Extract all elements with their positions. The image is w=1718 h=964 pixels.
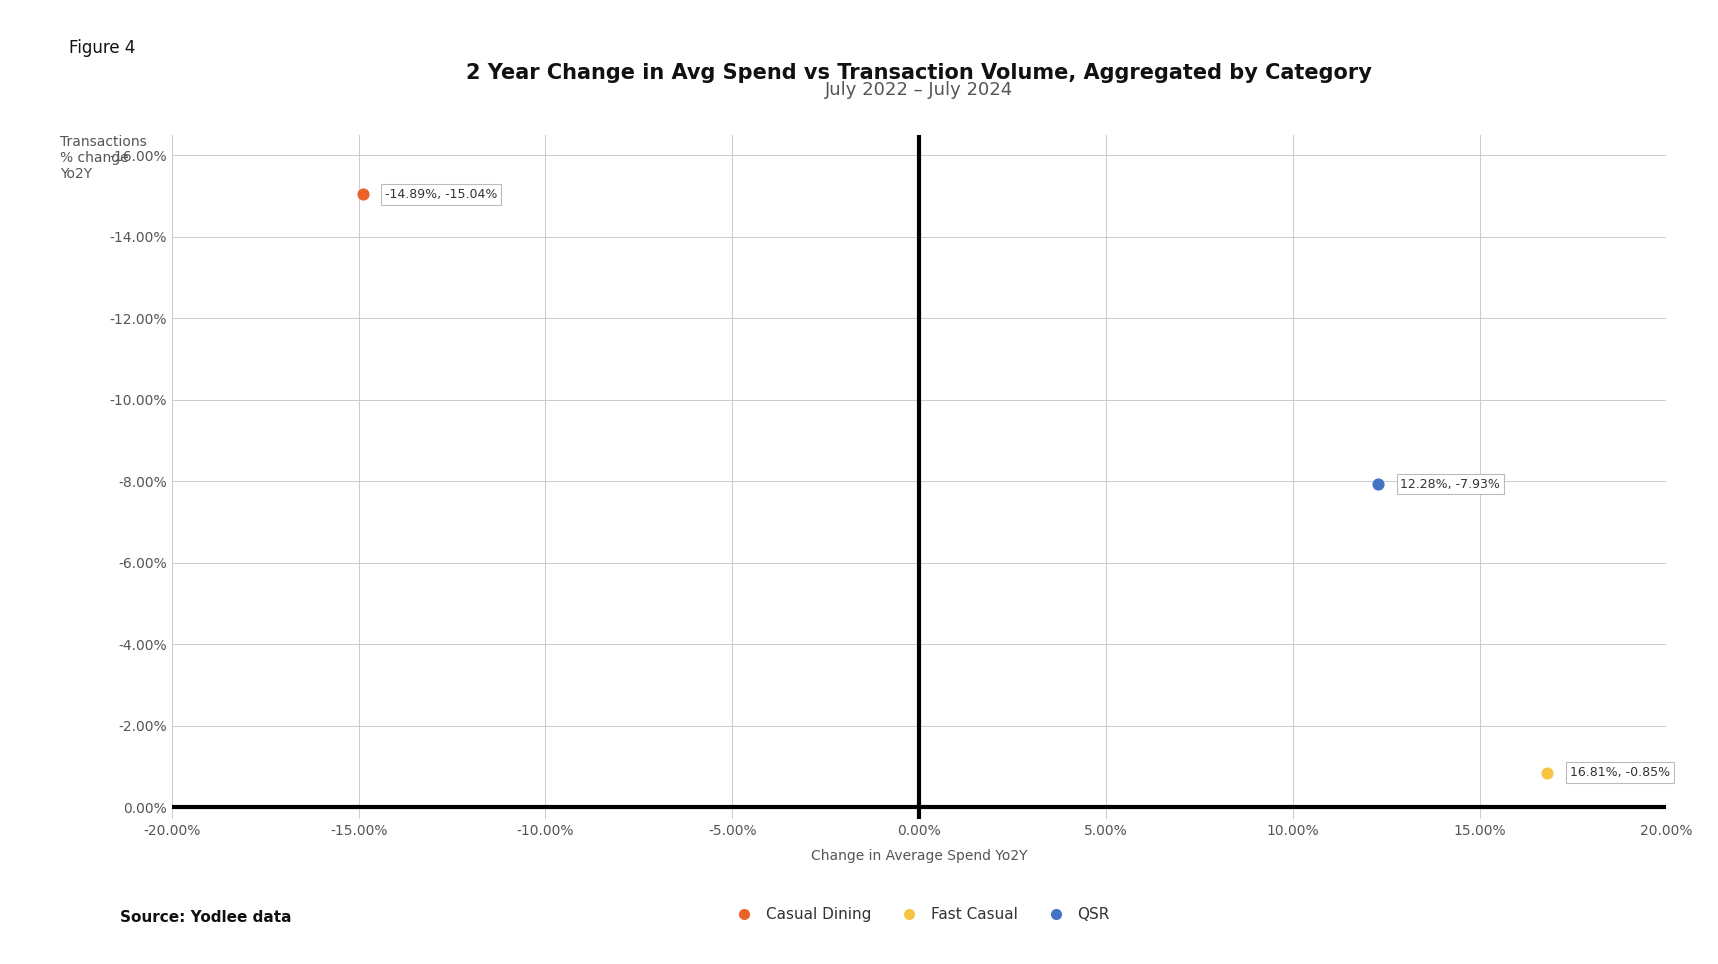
- Point: [349, 187, 376, 202]
- Point: [1534, 764, 1562, 780]
- Text: -14.89%, -15.04%: -14.89%, -15.04%: [385, 188, 498, 201]
- Text: July 2022 – July 2024: July 2022 – July 2024: [825, 81, 1014, 99]
- Point: [1364, 476, 1392, 492]
- Text: 12.28%, -7.93%: 12.28%, -7.93%: [1400, 477, 1500, 491]
- Text: Source: Yodlee data: Source: Yodlee data: [120, 910, 292, 925]
- Text: 16.81%, -0.85%: 16.81%, -0.85%: [1570, 766, 1670, 779]
- Text: Figure 4: Figure 4: [69, 39, 136, 57]
- Legend: Casual Dining, Fast Casual, QSR: Casual Dining, Fast Casual, QSR: [723, 901, 1115, 928]
- X-axis label: Change in Average Spend Yo2Y: Change in Average Spend Yo2Y: [811, 849, 1027, 864]
- Title: 2 Year Change in Avg Spend vs Transaction Volume, Aggregated by Category: 2 Year Change in Avg Spend vs Transactio…: [466, 64, 1373, 84]
- Text: Transactions
% change
Yo2Y: Transactions % change Yo2Y: [60, 135, 146, 181]
